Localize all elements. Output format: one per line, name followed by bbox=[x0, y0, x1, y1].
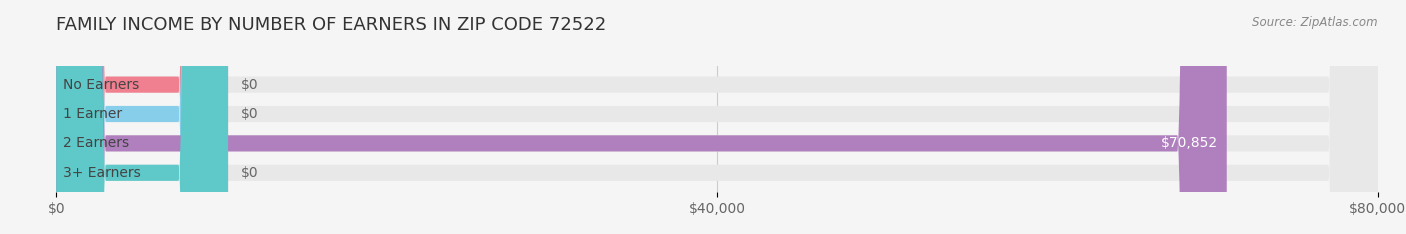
FancyBboxPatch shape bbox=[56, 0, 228, 234]
Text: $0: $0 bbox=[242, 78, 259, 92]
Text: 2 Earners: 2 Earners bbox=[63, 136, 129, 150]
FancyBboxPatch shape bbox=[56, 0, 1378, 234]
Text: $0: $0 bbox=[242, 166, 259, 180]
Text: FAMILY INCOME BY NUMBER OF EARNERS IN ZIP CODE 72522: FAMILY INCOME BY NUMBER OF EARNERS IN ZI… bbox=[56, 16, 606, 34]
Text: 3+ Earners: 3+ Earners bbox=[63, 166, 141, 180]
FancyBboxPatch shape bbox=[56, 0, 228, 234]
FancyBboxPatch shape bbox=[56, 0, 1227, 234]
FancyBboxPatch shape bbox=[56, 0, 228, 234]
Text: 1 Earner: 1 Earner bbox=[63, 107, 122, 121]
Text: No Earners: No Earners bbox=[63, 78, 139, 92]
FancyBboxPatch shape bbox=[56, 0, 1378, 234]
Text: Source: ZipAtlas.com: Source: ZipAtlas.com bbox=[1253, 16, 1378, 29]
FancyBboxPatch shape bbox=[56, 0, 1378, 234]
Text: $70,852: $70,852 bbox=[1161, 136, 1219, 150]
Text: $0: $0 bbox=[242, 107, 259, 121]
FancyBboxPatch shape bbox=[56, 0, 1378, 234]
